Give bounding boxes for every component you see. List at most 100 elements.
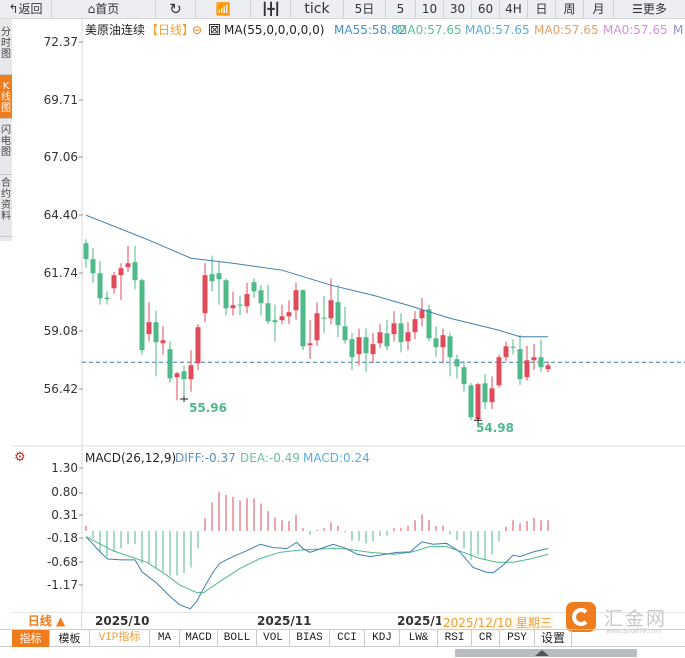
sidebar-tab-contract-info[interactable]: 合约资料 — [0, 175, 12, 237]
candle-up — [111, 275, 117, 289]
candle-down — [461, 367, 467, 385]
candle-down — [83, 243, 89, 260]
period-toggle-button[interactable]: 日线 ▲ — [12, 613, 82, 630]
tab-kdj[interactable]: KDJ — [365, 630, 400, 647]
candle-up — [356, 337, 362, 355]
tab-boll[interactable]: BOLL — [218, 630, 257, 647]
kline-chart[interactable] — [0, 0, 685, 612]
top-toolbar: ↰返回 ⌂首页 ↻ 📶 ┃╋┃ tick 5日 5 10 30 60 4H 日 … — [0, 0, 685, 19]
back-button[interactable]: ↰返回 — [0, 0, 52, 18]
macd-title: MACD(26,12,9) — [85, 451, 177, 465]
candle-up — [202, 275, 208, 314]
diff-line — [85, 536, 549, 610]
candle-up — [160, 340, 166, 344]
candle-down — [167, 349, 173, 379]
tab-ma[interactable]: MA — [150, 630, 180, 647]
period-day[interactable]: 日 — [528, 0, 556, 18]
candle-down — [321, 317, 327, 319]
candle-style-button[interactable]: ┃╋┃ — [251, 0, 291, 18]
candle-down — [223, 280, 229, 309]
candle-down — [454, 359, 460, 367]
candle-down — [447, 336, 453, 358]
sidebar-tab-timeshare[interactable]: 分时图 — [0, 21, 12, 75]
ma-value: MA0:57.65 — [603, 23, 668, 37]
ma-value: M — [673, 23, 684, 37]
tab-lw[interactable]: LW& — [400, 630, 438, 647]
ma-settings-icon[interactable]: ⊠ — [209, 23, 220, 36]
sidebar: 分时图 K线图 闪电图 合约资料 — [0, 19, 12, 241]
candle-up — [314, 313, 320, 341]
candle-down — [433, 338, 439, 348]
candle-up — [405, 332, 411, 342]
tab-vip-indicator[interactable]: VIP指标 — [90, 630, 150, 647]
period-30min[interactable]: 30 — [444, 0, 472, 18]
candle-down — [363, 337, 369, 354]
candle-up — [328, 300, 334, 319]
candle-down — [237, 304, 243, 306]
candle-up — [188, 365, 194, 380]
period-5min[interactable]: 5 — [386, 0, 416, 18]
candle-down — [139, 280, 145, 351]
home-icon: ⌂ — [87, 2, 96, 16]
logo-url: www.gold678.com — [606, 628, 662, 635]
tab-cci[interactable]: CCI — [330, 630, 365, 647]
candle-down — [153, 322, 159, 343]
indicator-chart-button[interactable]: 📶 — [196, 0, 251, 18]
tab-template[interactable]: 模板 — [50, 630, 90, 647]
candle-up — [496, 357, 502, 386]
candle-up — [475, 384, 481, 420]
scrollbar-track[interactable] — [0, 648, 685, 658]
period-5d[interactable]: 5日 — [344, 0, 386, 18]
ma-params[interactable]: MA(55,0,0,0,0,0) — [224, 23, 325, 37]
candle-up — [370, 344, 376, 355]
symbol-name: 美原油连续 — [85, 23, 146, 37]
scrollbar-thumb[interactable] — [455, 649, 637, 657]
candle-down — [342, 326, 348, 341]
macd-panel-marks — [85, 491, 549, 610]
refresh-button[interactable]: ↻ — [156, 0, 196, 18]
sidebar-tab-kline[interactable]: K线图 — [0, 75, 12, 119]
period-60min[interactable]: 60 — [472, 0, 500, 18]
home-button[interactable]: ⌂首页 — [52, 0, 156, 18]
macd-settings-icon[interactable]: ⚙ — [14, 450, 26, 465]
candle-up — [293, 290, 299, 311]
more-button[interactable]: ☰更多 — [632, 2, 667, 16]
logo-text: 汇金网 — [604, 608, 668, 630]
period-week[interactable]: 周 — [556, 0, 584, 18]
date-label: 2025/10 — [95, 614, 150, 628]
period-month[interactable]: 月 — [584, 0, 614, 18]
collapse-icon[interactable]: ⊖ — [192, 23, 203, 37]
candle-down — [510, 346, 516, 348]
ma55-line — [85, 214, 548, 338]
candle-up — [419, 310, 425, 319]
candlestick-icon: ┃╋┃ — [261, 2, 281, 16]
low-annotation: 55.96 — [189, 401, 227, 415]
menu-icon: ☰ — [632, 2, 643, 16]
logo-icon — [566, 602, 596, 632]
candle-up — [286, 312, 292, 317]
ma-value: MA0:57.65 — [397, 23, 462, 37]
candle-up — [146, 322, 152, 335]
period-10min[interactable]: 10 — [416, 0, 444, 18]
ma-value: MA0:57.65 — [465, 23, 530, 37]
tab-vol[interactable]: VOL — [257, 630, 290, 647]
tab-rsi[interactable]: RSI — [438, 630, 472, 647]
tab-settings[interactable]: 设置 — [535, 630, 572, 647]
low-marker — [474, 417, 482, 424]
period-4h[interactable]: 4H — [500, 0, 528, 18]
sidebar-tab-flash[interactable]: 闪电图 — [0, 119, 12, 175]
tab-macd[interactable]: MACD — [180, 630, 218, 647]
tick-button[interactable]: tick — [291, 0, 344, 18]
candle-up — [244, 294, 250, 307]
macd-tick: -0.68 — [46, 555, 78, 569]
price-tick: 69.71 — [43, 93, 78, 107]
ma-value: MA0:57.65 — [534, 23, 599, 37]
date-label: 2025/11 — [257, 614, 312, 628]
candle-up — [391, 323, 397, 335]
tab-indicator[interactable]: 指标 — [12, 630, 50, 647]
tab-psy[interactable]: PSY — [500, 630, 535, 647]
candle-down — [216, 273, 222, 280]
tab-bias[interactable]: BIAS — [290, 630, 330, 647]
candle-up — [279, 316, 285, 321]
tab-cr[interactable]: CR — [472, 630, 500, 647]
